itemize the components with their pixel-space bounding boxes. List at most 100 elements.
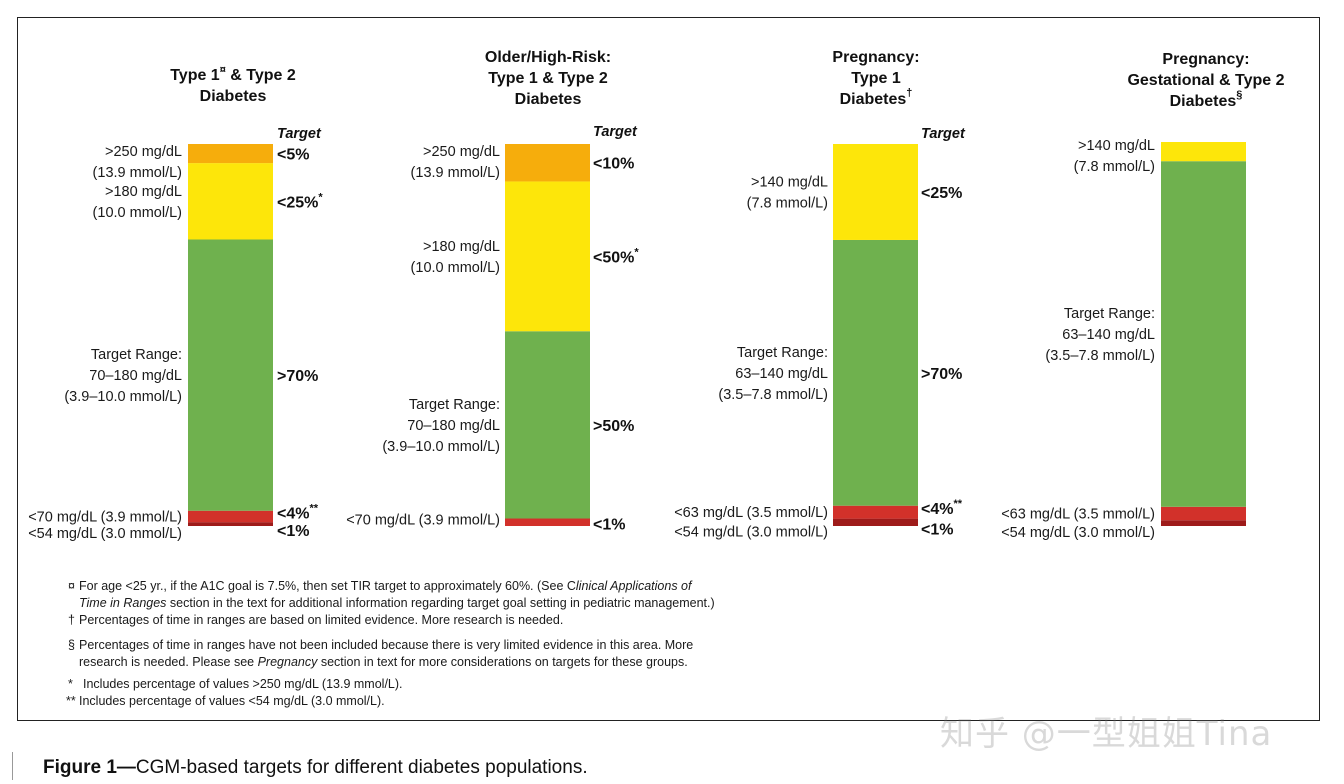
range-label: (7.8 mmol/L) — [1074, 159, 1155, 175]
range-label: Target Range: — [409, 397, 500, 413]
target-text: <5% — [277, 147, 309, 164]
range-label: <63 mg/dL (3.5 mmol/L) — [1001, 507, 1155, 523]
title-mark: § — [1236, 89, 1242, 101]
target-value: >50% — [593, 418, 634, 435]
bar-segment-very-high — [505, 144, 590, 182]
bar-segment-in-range — [188, 239, 273, 511]
target-text: <4% — [921, 501, 953, 518]
bar-segment-low — [505, 518, 590, 526]
target-heading: Target — [593, 124, 638, 140]
target-text: >70% — [921, 366, 962, 383]
target-value: <25%* — [277, 191, 323, 211]
range-label: <70 mg/dL (3.9 mmol/L) — [346, 513, 500, 529]
target-text: <50% — [593, 249, 634, 266]
bar-segment-low — [1161, 506, 1246, 521]
bar-segment-low — [188, 510, 273, 523]
footnote-line: Includes percentage of values >250 mg/dL… — [83, 677, 403, 691]
range-label: Target Range: — [91, 347, 182, 363]
footnote-span: Percentages of time in ranges have not b… — [79, 638, 693, 652]
range-label: >180 mg/dL — [105, 184, 182, 200]
target-mark: * — [318, 191, 323, 203]
range-label: >250 mg/dL — [105, 144, 182, 160]
figure-frame — [17, 17, 1320, 721]
footnote-span: linical Applications of — [576, 579, 693, 593]
caption-rule — [12, 752, 13, 780]
column-title-line: Diabetes† — [840, 87, 913, 108]
title-mark: † — [906, 87, 912, 99]
target-text: >70% — [277, 368, 318, 385]
footnote-span: For age <25 yr., if the A1C goal is 7.5%… — [79, 579, 576, 593]
caption-text: CGM-based targets for different diabetes… — [135, 757, 588, 778]
target-text: <1% — [593, 516, 625, 533]
chart-column-older: Older/High-Risk: Type 1 & Type 2 Diabetes >… — [346, 49, 639, 533]
footnote-span: section in the text for additional infor… — [166, 596, 714, 610]
chart-column-t1t2: Type 1¤ & Type 2 Diabetes >250 mg/dL (13.9 … — [28, 64, 323, 542]
range-label: (10.0 mmol/L) — [93, 205, 182, 221]
target-value: <1% — [593, 516, 625, 533]
range-label: (13.9 mmol/L) — [93, 165, 182, 181]
target-value: <5% — [277, 147, 309, 164]
bar-segment-very-low — [833, 518, 918, 526]
range-label: <54 mg/dL (3.0 mmol/L) — [1001, 525, 1155, 541]
bar-segment-very-high — [188, 144, 273, 164]
footnote-line: research is needed. Please see Pregnancy… — [79, 655, 688, 669]
title-mark: ¤ — [220, 64, 226, 76]
target-heading: Target — [921, 126, 966, 142]
range-label: <70 mg/dL (3.9 mmol/L) — [28, 509, 182, 525]
range-label: >140 mg/dL — [1078, 138, 1155, 154]
target-text: <25% — [921, 185, 962, 202]
footnote-line: Time in Ranges section in the text for a… — [79, 596, 715, 610]
target-value: <4%** — [277, 502, 319, 522]
target-value: <25% — [921, 185, 962, 202]
target-value: <10% — [593, 156, 634, 173]
range-label: 63–140 mg/dL — [1062, 327, 1155, 343]
column-title-line: Diabetes — [200, 88, 267, 105]
range-label: Target Range: — [1064, 306, 1155, 322]
target-value: <50%* — [593, 246, 639, 266]
footnote-mark: * — [68, 677, 73, 691]
bar-segment-low — [833, 505, 918, 519]
figure-caption: Figure 1—CGM-based targets for different… — [43, 757, 588, 779]
column-title-line: Pregnancy: — [832, 49, 919, 66]
target-value: <1% — [921, 521, 953, 538]
target-text: <1% — [921, 521, 953, 538]
range-label: (3.5–7.8 mmol/L) — [1045, 348, 1155, 364]
target-mark: ** — [953, 498, 962, 510]
range-label: >180 mg/dL — [423, 239, 500, 255]
range-label: >250 mg/dL — [423, 144, 500, 160]
footnote-mark: § — [68, 638, 75, 652]
range-label: (13.9 mmol/L) — [411, 165, 500, 181]
target-value: >70% — [921, 366, 962, 383]
range-label: 63–140 mg/dL — [735, 366, 828, 382]
footnote-span: research is needed. Please see — [79, 655, 258, 669]
range-label: (3.5–7.8 mmol/L) — [718, 387, 828, 403]
target-text: <10% — [593, 156, 634, 173]
range-label: (3.9–10.0 mmol/L) — [382, 439, 500, 455]
range-label: (7.8 mmol/L) — [747, 195, 828, 211]
column-title-line: Older/High-Risk: — [485, 49, 611, 66]
range-label: 70–180 mg/dL — [89, 368, 182, 384]
range-label: <63 mg/dL (3.5 mmol/L) — [674, 505, 828, 521]
column-title-line: Pregnancy: — [1162, 51, 1249, 68]
range-label: (10.0 mmol/L) — [411, 260, 500, 276]
footnote-mark: ¤ — [68, 579, 75, 593]
caption-label: Figure 1— — [43, 757, 136, 778]
footnote-span: Percentages of time in ranges are based … — [79, 613, 563, 627]
footnote-line: Percentages of time in ranges have not b… — [79, 638, 693, 652]
target-text: <4% — [277, 505, 309, 522]
bar-segment-in-range — [833, 239, 918, 506]
footnote-line: Percentages of time in ranges are based … — [79, 613, 563, 627]
range-label: <54 mg/dL (3.0 mmol/L) — [674, 524, 828, 540]
watermark: 知乎 @一型姐姐Tina — [940, 714, 1273, 754]
bar-segment-in-range — [505, 331, 590, 519]
footnote-span: Includes percentage of values >250 mg/dL… — [83, 677, 403, 691]
target-text: <1% — [277, 523, 309, 540]
footnote-span: section in text for more considerations … — [317, 655, 687, 669]
column-title-line: Diabetes§ — [1170, 89, 1243, 110]
target-text: <25% — [277, 194, 318, 211]
bar-segment-high — [188, 163, 273, 240]
footnote-mark: ** — [66, 694, 76, 708]
bar-segment-in-range — [1161, 161, 1246, 507]
